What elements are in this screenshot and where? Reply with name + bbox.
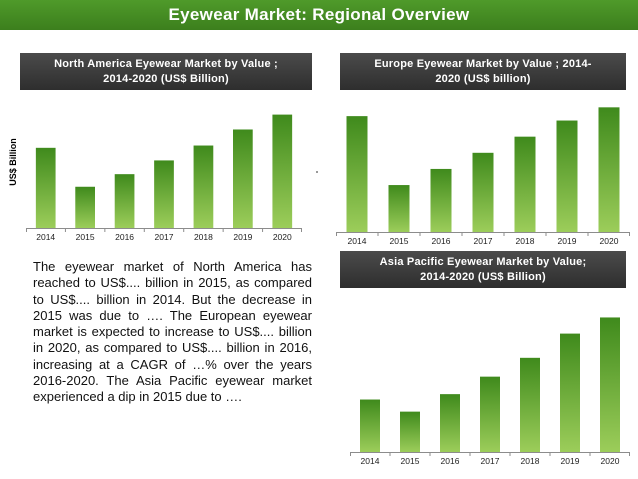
tick-label-eu-2018: 2018 [516, 236, 535, 246]
tick-label-eu-2020: 2020 [600, 236, 619, 246]
bar-eu-2020 [598, 107, 620, 232]
bar-eu-2017 [472, 152, 494, 232]
tick-label-eu-2016: 2016 [432, 236, 451, 246]
bar-eu-2014 [346, 116, 368, 232]
asia-pacific-bar-chart: 2014 2015 2016 2017 2018 2019 2020 [350, 317, 630, 466]
bar-eu-2018 [514, 136, 536, 232]
bar-ap-2015 [400, 411, 420, 452]
north-america-bar-chart: 2014 2015 2016 2017 2018 2019 2020 [26, 114, 302, 242]
tick-label-ap-2020: 2020 [601, 456, 620, 466]
bar-ap-2014 [360, 399, 380, 452]
tick-label-na-2014: 2014 [36, 232, 55, 242]
bar-ap-2016 [440, 394, 460, 452]
bar-na-2014 [35, 147, 56, 228]
tick-label-na-2019: 2019 [233, 232, 252, 242]
tick-label-ap-2018: 2018 [521, 456, 540, 466]
stray-dot-marker [316, 171, 318, 173]
europe-title-line1: Europe Eyewear Market by Value ; 2014- [374, 57, 592, 70]
asia-pacific-title-line2: 2014-2020 (US$ Billion) [420, 270, 546, 283]
tick-label-na-2015: 2015 [76, 232, 95, 242]
bar-eu-2016 [430, 168, 452, 232]
bar-na-2018 [193, 145, 214, 228]
tick-label-ap-2016: 2016 [441, 456, 460, 466]
north-america-title-line1: North America Eyewear Market by Value ; [54, 57, 278, 70]
north-america-chart-title: North America Eyewear Market by Value ; … [20, 53, 312, 90]
tick-label-eu-2014: 2014 [348, 236, 367, 246]
bar-na-2020 [272, 114, 293, 228]
page-title-banner: Eyewear Market: Regional Overview [0, 0, 638, 30]
tick-label-ap-2017: 2017 [481, 456, 500, 466]
bar-na-2015 [75, 186, 95, 228]
north-america-y-axis-label: US$ Billion [1, 129, 25, 195]
tick-label-eu-2019: 2019 [558, 236, 577, 246]
tick-label-na-2016: 2016 [115, 232, 134, 242]
bar-na-2019 [233, 129, 253, 228]
tick-label-na-2018: 2018 [194, 232, 213, 242]
bar-eu-2015 [388, 185, 410, 232]
bar-ap-2019 [560, 333, 580, 452]
asia-pacific-title-line1: Asia Pacific Eyewear Market by Value; [379, 255, 587, 268]
bar-ap-2020 [600, 317, 620, 452]
tick-label-eu-2015: 2015 [390, 236, 409, 246]
tick-label-eu-2017: 2017 [474, 236, 493, 246]
bar-ap-2017 [480, 376, 500, 452]
asia-pacific-chart-title: Asia Pacific Eyewear Market by Value; 20… [340, 251, 626, 288]
regional-summary-paragraph: The eyewear market of North America has … [33, 259, 312, 405]
europe-title-line2: 2020 (US$ billion) [435, 72, 531, 85]
north-america-y-axis-label-text: US$ Billion [8, 138, 19, 186]
bar-na-2016 [114, 174, 135, 228]
bar-eu-2019 [556, 120, 578, 232]
tick-label-na-2020: 2020 [273, 232, 292, 242]
europe-bar-chart: 2014 2015 2016 2017 2018 2019 2020 [336, 107, 630, 246]
tick-label-ap-2014: 2014 [361, 456, 380, 466]
north-america-title-line2: 2014-2020 (US$ Billion) [103, 72, 229, 85]
tick-label-na-2017: 2017 [155, 232, 174, 242]
bar-ap-2018 [520, 357, 540, 452]
europe-chart-title: Europe Eyewear Market by Value ; 2014- 2… [340, 53, 626, 90]
page-title: Eyewear Market: Regional Overview [168, 5, 470, 24]
bar-na-2017 [154, 160, 174, 228]
tick-label-ap-2019: 2019 [561, 456, 580, 466]
tick-label-ap-2015: 2015 [401, 456, 420, 466]
